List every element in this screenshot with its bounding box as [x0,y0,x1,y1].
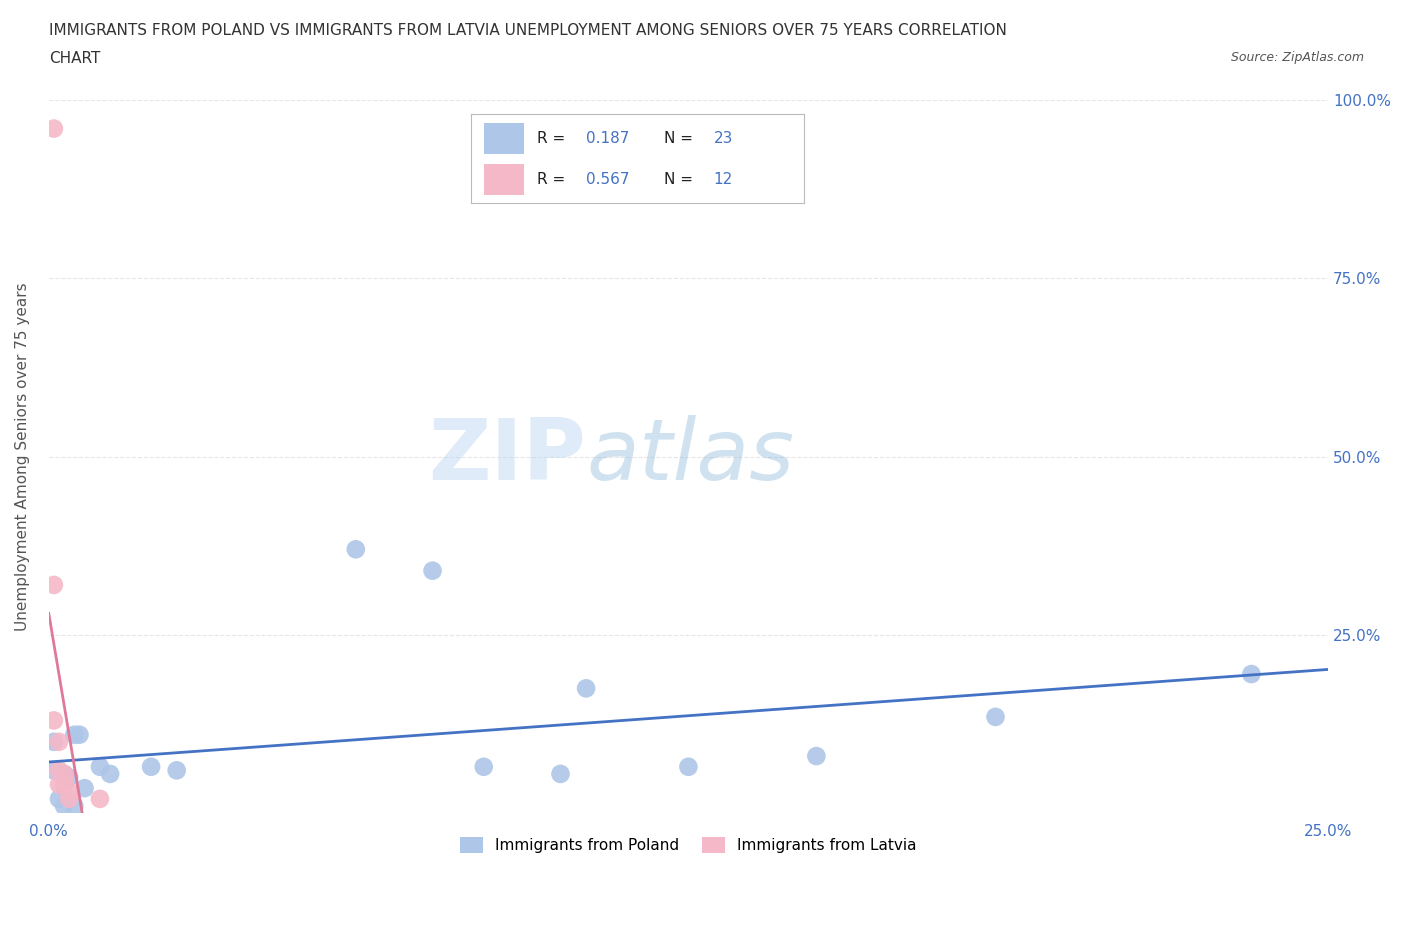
Point [42,763,65,777]
Point [42,578,65,592]
Point [344,542,367,557]
Point [53,774,76,789]
Point [89,791,111,806]
Point [678,759,700,774]
Y-axis label: Unemployment Among Seniors over 75 years: Unemployment Among Seniors over 75 years [15,283,30,631]
Legend: Immigrants from Poland, Immigrants from Latvia: Immigrants from Poland, Immigrants from … [454,830,922,859]
Point [472,759,495,774]
Point [42,713,65,728]
Point [69,727,91,742]
Point [48,735,70,750]
Text: IMMIGRANTS FROM POLAND VS IMMIGRANTS FROM LATVIA UNEMPLOYMENT AMONG SENIORS OVER: IMMIGRANTS FROM POLAND VS IMMIGRANTS FRO… [49,23,1007,38]
Point [1240,667,1263,682]
Point [984,710,1007,724]
Point [58,791,80,806]
Text: atlas: atlas [586,415,794,498]
Point [48,763,70,777]
Point [806,749,828,764]
Point [58,784,80,799]
Point [98,766,121,781]
Text: Source: ZipAtlas.com: Source: ZipAtlas.com [1230,51,1364,64]
Point [48,777,70,792]
Point [422,564,444,578]
Point [42,121,65,136]
Point [63,799,86,814]
Point [550,766,572,781]
Point [73,780,96,795]
Point [42,735,65,750]
Text: ZIP: ZIP [429,415,586,498]
Point [53,766,76,781]
Point [575,681,598,696]
Point [53,777,76,792]
Point [53,799,76,814]
Point [89,759,111,774]
Text: CHART: CHART [49,51,101,66]
Point [63,727,86,742]
Point [139,759,162,774]
Point [166,763,188,777]
Point [48,791,70,806]
Point [58,770,80,785]
Point [53,766,76,781]
